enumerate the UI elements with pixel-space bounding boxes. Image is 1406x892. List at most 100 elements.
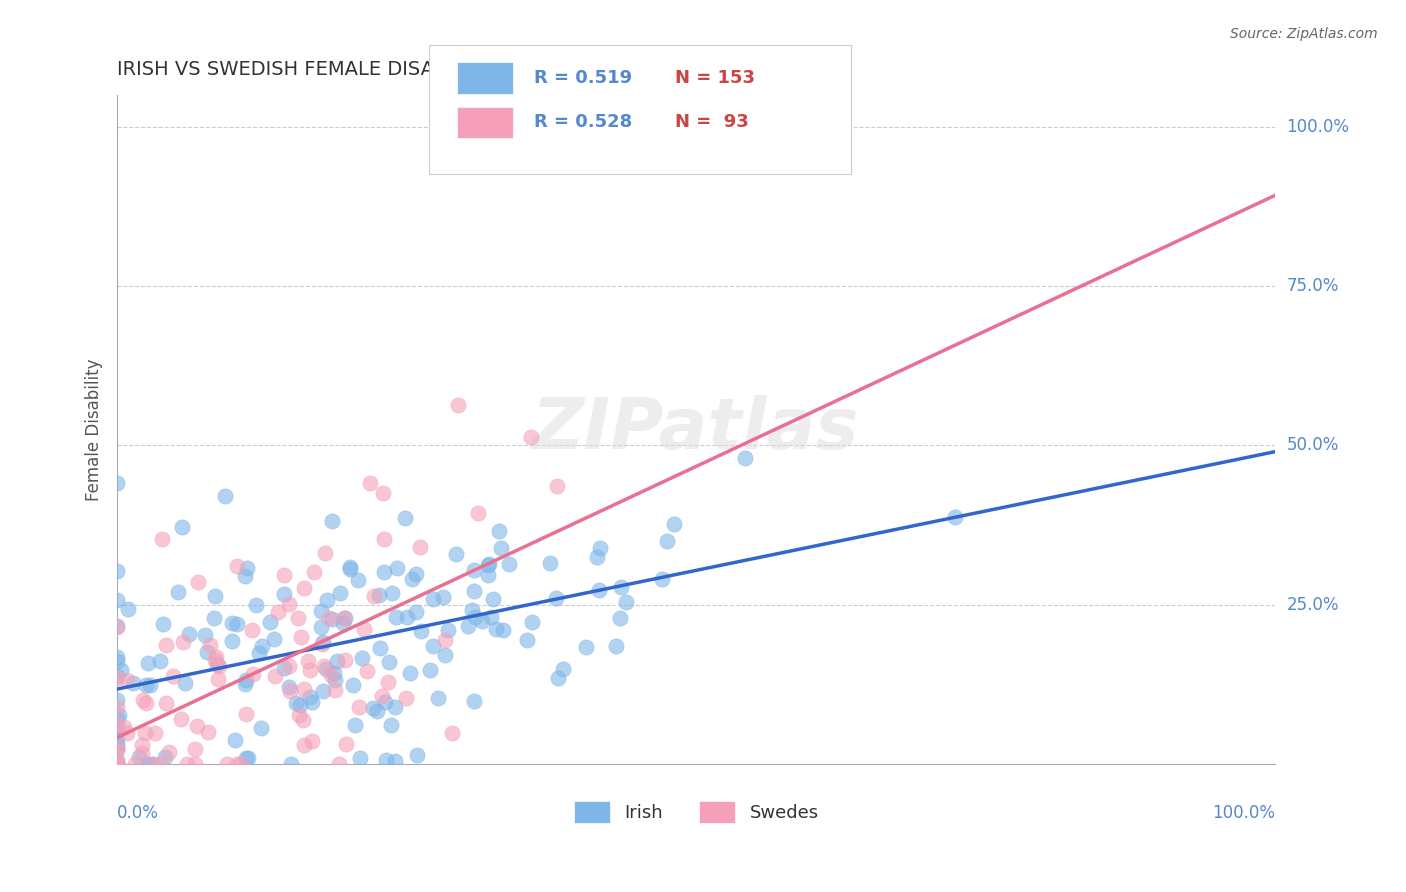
- Point: [162, 669, 184, 683]
- Point: [302, 565, 325, 579]
- Point: [229, 756, 252, 771]
- Point: [207, 658, 229, 673]
- Point: [142, 756, 165, 771]
- Point: [105, 620, 128, 634]
- Point: [225, 559, 247, 574]
- Point: [589, 541, 612, 556]
- Text: 75.0%: 75.0%: [1286, 277, 1339, 295]
- Point: [176, 756, 198, 771]
- Point: [457, 619, 479, 633]
- Point: [551, 662, 574, 676]
- Point: [943, 509, 966, 524]
- Point: [135, 677, 157, 691]
- Point: [285, 696, 308, 710]
- Point: [105, 756, 128, 771]
- Point: [267, 605, 290, 619]
- Point: [588, 582, 610, 597]
- Point: [278, 683, 301, 698]
- Point: [136, 756, 159, 771]
- Point: [112, 720, 135, 734]
- Point: [315, 546, 337, 560]
- Point: [236, 751, 259, 765]
- Point: [520, 615, 543, 629]
- Point: [332, 611, 354, 625]
- Point: [134, 725, 156, 739]
- Point: [471, 614, 494, 628]
- Point: [478, 557, 501, 571]
- Point: [298, 664, 321, 678]
- Point: [136, 657, 159, 671]
- Point: [485, 622, 508, 636]
- Point: [250, 722, 273, 736]
- Point: [311, 637, 333, 651]
- Text: 0.0%: 0.0%: [117, 804, 159, 822]
- Point: [197, 725, 219, 739]
- Point: [326, 654, 349, 668]
- Point: [321, 612, 343, 626]
- Point: [461, 603, 484, 617]
- Point: [516, 632, 538, 647]
- Point: [138, 678, 160, 692]
- Point: [385, 610, 408, 624]
- Point: [121, 676, 143, 690]
- Text: N = 153: N = 153: [675, 69, 755, 87]
- Point: [152, 616, 174, 631]
- Point: [105, 753, 128, 767]
- Point: [117, 673, 139, 688]
- Point: [292, 738, 315, 752]
- Text: 100.0%: 100.0%: [1286, 119, 1350, 136]
- Point: [149, 756, 172, 771]
- Y-axis label: Female Disability: Female Disability: [86, 359, 103, 500]
- Point: [105, 756, 128, 771]
- Point: [105, 756, 128, 771]
- Point: [353, 622, 375, 636]
- Point: [467, 507, 489, 521]
- Point: [349, 699, 371, 714]
- Point: [301, 734, 323, 748]
- Point: [373, 566, 395, 580]
- Point: [419, 664, 441, 678]
- Point: [170, 520, 193, 534]
- Text: R = 0.519: R = 0.519: [534, 69, 633, 87]
- Point: [609, 611, 631, 625]
- Text: 100.0%: 100.0%: [1212, 804, 1275, 822]
- Point: [105, 737, 128, 751]
- Point: [368, 640, 391, 655]
- Point: [143, 725, 166, 739]
- Point: [149, 654, 172, 668]
- Point: [488, 524, 510, 538]
- Point: [585, 550, 607, 565]
- Point: [135, 696, 157, 710]
- Point: [242, 666, 264, 681]
- Point: [546, 591, 568, 605]
- Point: [498, 558, 520, 572]
- Point: [105, 592, 128, 607]
- Point: [381, 586, 404, 600]
- Point: [235, 751, 257, 765]
- Point: [273, 587, 295, 601]
- Point: [155, 639, 177, 653]
- Point: [464, 610, 486, 624]
- Point: [432, 590, 454, 604]
- Point: [373, 532, 395, 546]
- Point: [221, 615, 243, 630]
- Point: [339, 562, 361, 576]
- Point: [394, 511, 416, 525]
- Point: [492, 624, 515, 638]
- Point: [396, 610, 419, 624]
- Point: [105, 710, 128, 724]
- Point: [105, 756, 128, 771]
- Point: [105, 669, 128, 683]
- Point: [441, 726, 464, 740]
- Point: [333, 653, 356, 667]
- Point: [538, 557, 561, 571]
- Point: [436, 623, 458, 637]
- Point: [328, 756, 350, 771]
- Point: [323, 665, 346, 680]
- Point: [616, 594, 638, 608]
- Point: [105, 722, 128, 736]
- Point: [463, 563, 485, 577]
- Point: [519, 430, 541, 444]
- Point: [195, 645, 218, 659]
- Point: [108, 707, 131, 722]
